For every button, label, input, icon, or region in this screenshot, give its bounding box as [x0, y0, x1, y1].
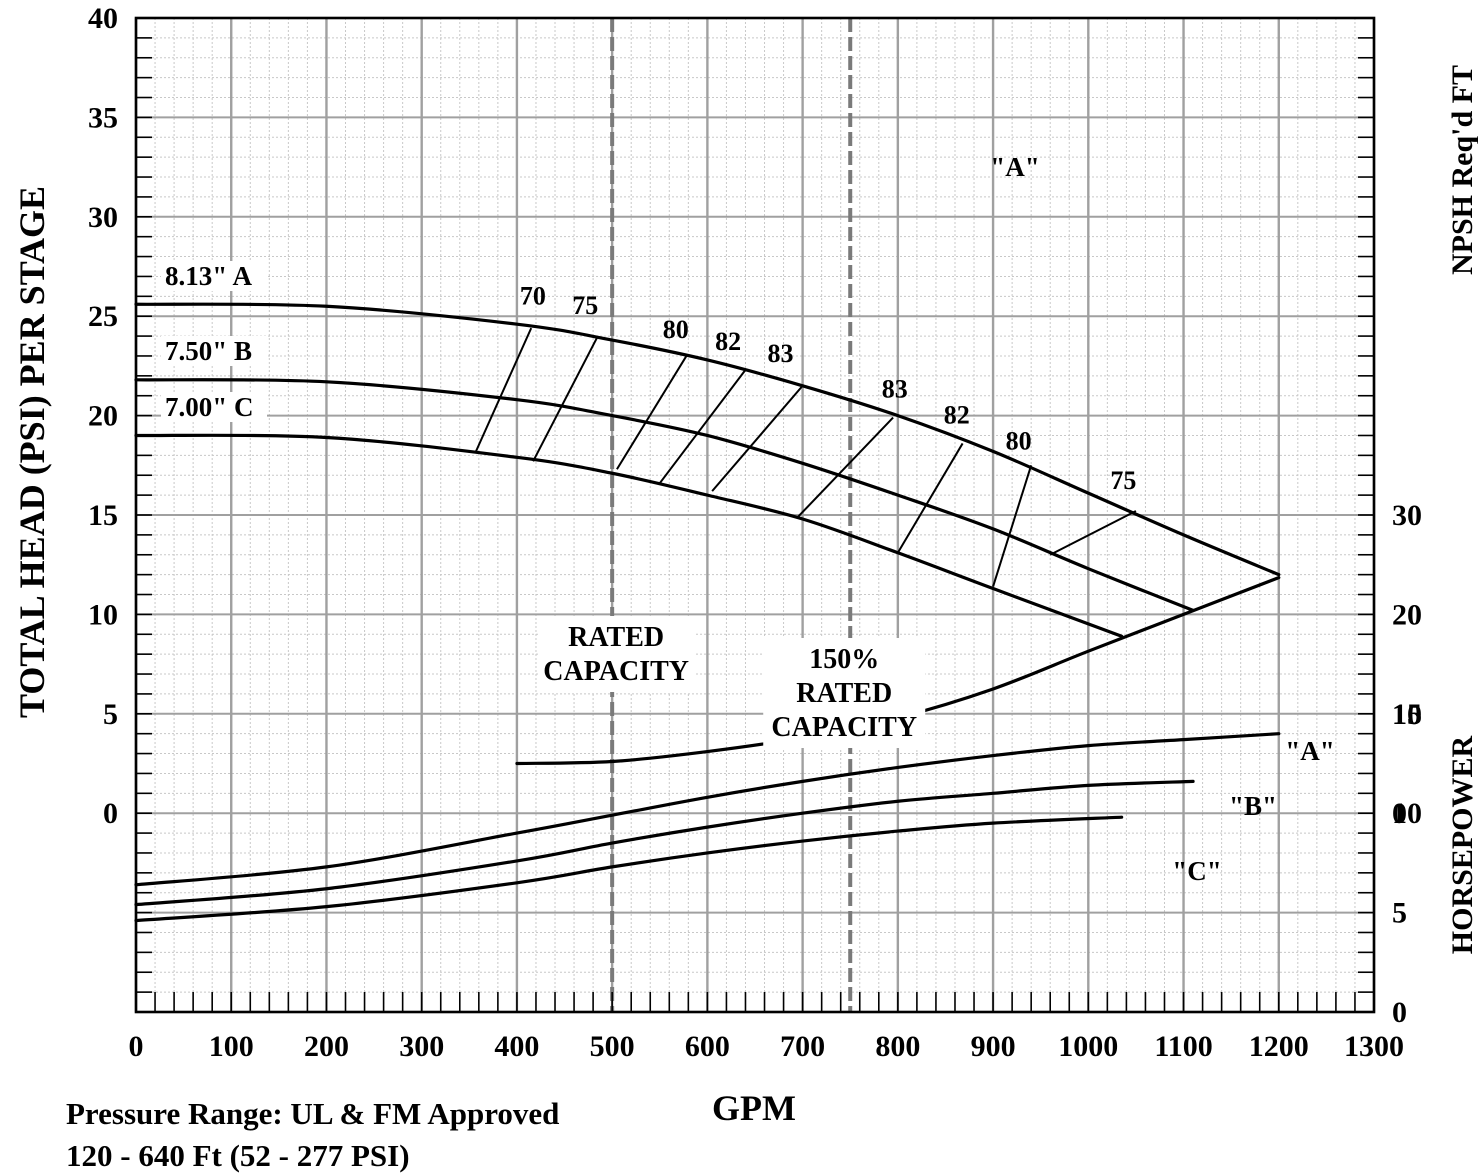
efficiency-label-8: 75 — [1110, 466, 1136, 495]
efficiency-label-6: 82 — [944, 401, 970, 430]
head-curve-1 — [134, 378, 1195, 613]
pressure-range-values: 120 - 640 Ft (52 - 277 PSI) — [66, 1138, 410, 1173]
efficiency-line-4 — [711, 385, 804, 492]
efficiency-line-5 — [797, 416, 894, 518]
y-tick-label: 40 — [88, 2, 118, 35]
hp-curve-label-0: "A" — [1285, 736, 1334, 766]
hp-curve-label-1: "B" — [1229, 791, 1277, 821]
y-axis-title: TOTAL HEAD (PSI) PER STAGE — [12, 186, 52, 718]
efficiency-label-5: 83 — [882, 375, 908, 404]
efficiency-label-3: 82 — [715, 327, 741, 356]
npsh-tick-label: 10 — [1392, 698, 1422, 731]
capacity-label-bg-1 — [763, 638, 926, 748]
y-tick-label: 10 — [88, 598, 118, 631]
capacity-label-0-1: CAPACITY — [543, 656, 689, 687]
efficiency-label-2: 80 — [663, 315, 689, 344]
capacity-label-1-2: CAPACITY — [771, 712, 917, 743]
x-tick-label: 200 — [304, 1030, 349, 1063]
head-curve-0 — [134, 302, 1281, 577]
x-axis-title: GPM — [712, 1088, 796, 1128]
capacity-label-0-0: RATED — [568, 622, 664, 653]
hp-curve-1 — [134, 779, 1195, 907]
npsh-tick-label: 0 — [1392, 797, 1407, 830]
x-tick-label: 1100 — [1154, 1030, 1212, 1063]
y-tick-label: 20 — [88, 400, 118, 433]
impeller-label-0: 8.13" A — [165, 261, 253, 291]
x-tick-label: 100 — [209, 1030, 254, 1063]
x-tick-label: 600 — [685, 1030, 730, 1063]
hp-tick-label: 10 — [1392, 797, 1422, 830]
impeller-label-bg — [161, 336, 267, 366]
y-tick-label: 30 — [88, 201, 118, 234]
x-tick-label: 700 — [780, 1030, 825, 1063]
hp-curve-2 — [134, 815, 1124, 923]
hp-curve-0 — [134, 732, 1281, 887]
npsh-curve-label: "A" — [990, 152, 1039, 182]
impeller-label-bg — [161, 392, 267, 422]
capacity-label-bg-0 — [538, 616, 695, 692]
capacity-label-1-0: 150% — [809, 644, 879, 675]
efficiency-label-0: 70 — [520, 281, 546, 310]
impeller-label-bg — [161, 261, 267, 291]
npsh-axis-title: NPSH Req'd FT — [1446, 65, 1478, 275]
x-tick-label: 1300 — [1344, 1030, 1404, 1063]
axes — [134, 16, 1376, 1014]
efficiency-line-7 — [992, 465, 1033, 587]
x-tick-label: 1000 — [1058, 1030, 1118, 1063]
efficiency-line-6 — [896, 442, 964, 554]
x-tick-label: 0 — [129, 1030, 144, 1063]
efficiency-label-7: 80 — [1006, 426, 1032, 455]
npsh-tick-label: 20 — [1392, 598, 1422, 631]
hp-tick-label: 5 — [1392, 897, 1407, 930]
capacity-label-1-1: RATED — [796, 678, 892, 709]
hp-axis-title: HORSEPOWER — [1446, 735, 1478, 954]
y-tick-label: 35 — [88, 101, 118, 134]
impeller-label-2: 7.00" C — [165, 392, 254, 422]
y-tick-label: 5 — [103, 698, 118, 731]
x-tick-label: 500 — [590, 1030, 635, 1063]
pressure-range-note: Pressure Range: UL & FM Approved — [66, 1096, 560, 1131]
x-tick-label: 300 — [399, 1030, 444, 1063]
efficiency-line-3 — [658, 369, 747, 484]
hp-curve-label-2: "C" — [1172, 856, 1221, 886]
impeller-label-1: 7.50" B — [165, 336, 252, 366]
efficiency-label-4: 83 — [768, 339, 794, 368]
x-tick-label: 1200 — [1249, 1030, 1309, 1063]
hp-tick-label: 0 — [1392, 996, 1407, 1029]
x-tick-label: 900 — [971, 1030, 1016, 1063]
labels: 0 100 200 300 400 500 600 700 800 900 1000 1100 1200… — [12, 2, 1478, 1128]
grid — [134, 17, 1376, 1013]
y-tick-label: 25 — [88, 300, 118, 333]
y-tick-label: 15 — [88, 499, 118, 532]
npsh-tick-label: 30 — [1392, 499, 1422, 532]
y-tick-label: 0 — [103, 797, 118, 830]
efficiency-line-0 — [475, 327, 533, 452]
hp-tick-label: 15 — [1392, 698, 1422, 731]
efficiency-label-1: 75 — [572, 291, 598, 320]
efficiency-line-8 — [1049, 510, 1137, 556]
head-curve-2 — [134, 433, 1124, 638]
series — [134, 302, 1281, 923]
efficiency-line-2 — [616, 355, 688, 470]
x-tick-label: 800 — [875, 1030, 920, 1063]
x-tick-label: 400 — [494, 1030, 539, 1063]
efficiency-line-1 — [532, 335, 599, 462]
